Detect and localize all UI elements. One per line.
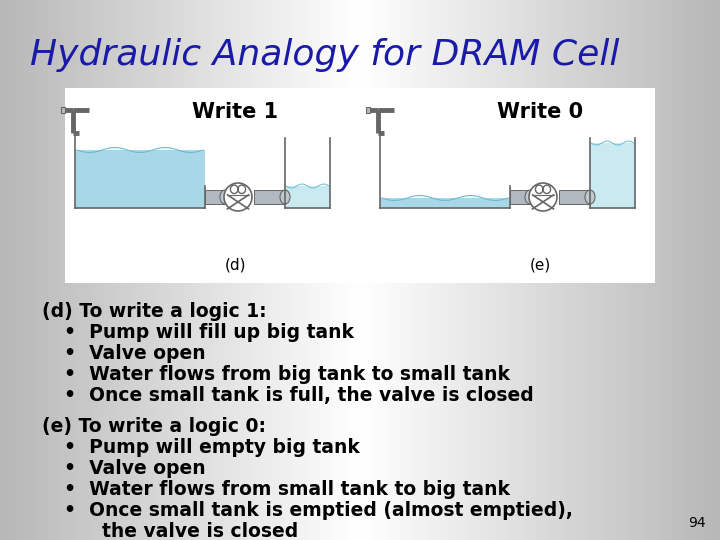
Text: •  Valve open: • Valve open [64,344,206,363]
Text: •  Pump will fill up big tank: • Pump will fill up big tank [64,323,354,342]
Ellipse shape [585,190,595,204]
Text: •  Water flows from big tank to small tank: • Water flows from big tank to small tan… [64,365,510,384]
Bar [254,190,285,204]
Text: (d): (d) [224,258,246,273]
Text: the valve is closed: the valve is closed [76,522,298,540]
Text: (d) To write a logic 1:: (d) To write a logic 1: [42,302,266,321]
Text: •  Pump will empty big tank: • Pump will empty big tank [64,438,360,457]
Ellipse shape [525,190,535,204]
Bar [559,190,590,204]
Bar [510,190,530,204]
Bar [366,107,370,113]
Bar [205,190,225,204]
Text: Hydraulic Analogy for DRAM Cell: Hydraulic Analogy for DRAM Cell [30,38,619,72]
Text: (e): (e) [529,258,551,273]
Text: •  Valve open: • Valve open [64,459,206,478]
Bar [380,198,510,208]
Bar [285,186,330,208]
Circle shape [529,183,557,211]
Text: 94: 94 [688,516,706,530]
Ellipse shape [220,190,230,204]
Circle shape [224,183,252,211]
Text: Write 1: Write 1 [192,102,278,122]
Bar [65,88,655,283]
Text: •  Once small tank is full, the valve is closed: • Once small tank is full, the valve is … [64,386,534,405]
Text: Write 0: Write 0 [497,102,583,122]
Ellipse shape [280,190,290,204]
Bar [75,150,205,208]
Text: •  Water flows from small tank to big tank: • Water flows from small tank to big tan… [64,480,510,499]
Bar [590,143,635,208]
Text: (e) To write a logic 0:: (e) To write a logic 0: [42,417,266,436]
Text: •  Once small tank is emptied (almost emptied),: • Once small tank is emptied (almost emp… [64,501,573,520]
Bar [61,107,65,113]
